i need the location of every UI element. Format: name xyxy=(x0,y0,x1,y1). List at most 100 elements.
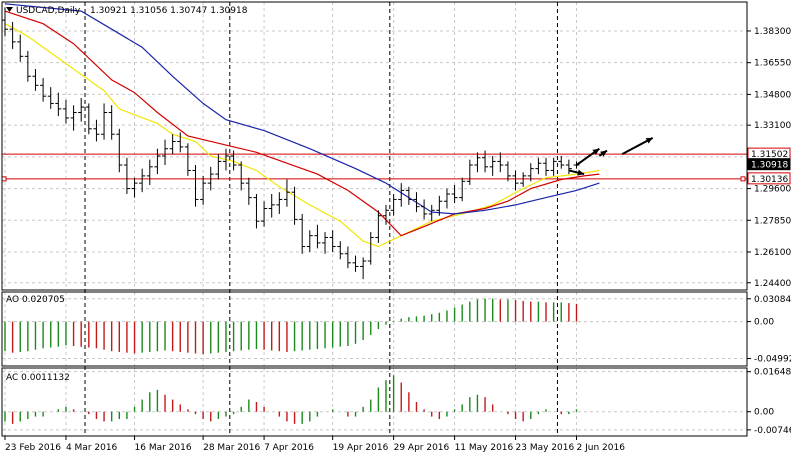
price-bars xyxy=(2,7,580,280)
pane-frame xyxy=(1,1,748,291)
ohlc-bar xyxy=(85,103,92,135)
triangle-down-icon[interactable] xyxy=(6,7,13,12)
arrow-head xyxy=(592,148,600,155)
ohlc-bar xyxy=(375,210,382,243)
axes: 23 Feb 2016 4 Mar 2016 16 Mar 2016 28 Mar 2… xyxy=(4,27,791,453)
ohlc-bar xyxy=(337,241,344,260)
ohlc-bar xyxy=(306,230,313,252)
ohlc-bar xyxy=(123,157,130,194)
arrow-head xyxy=(577,169,585,176)
ohlc-bar xyxy=(459,177,466,202)
y-tick-label: 1.26100 xyxy=(754,248,791,258)
ohlc-bar xyxy=(352,255,359,272)
level-anchor xyxy=(1,176,7,182)
ohlc-bar xyxy=(245,177,252,205)
grid xyxy=(2,2,747,436)
ohlc-bar xyxy=(504,161,511,182)
symbol-label: USDCAD,Daily xyxy=(16,6,81,16)
ohlc-bar xyxy=(283,179,290,207)
ao-histogram xyxy=(4,298,578,355)
drawn-arrows xyxy=(568,136,654,176)
x-tick-label: 11 May 2016 xyxy=(455,443,514,453)
ohlc-bar xyxy=(62,99,69,124)
ohlc-bar xyxy=(383,204,389,225)
ohlc-bar xyxy=(47,87,54,109)
y-tick-label: 1.38300 xyxy=(754,27,791,37)
x-tick-label: 4 Mar 2016 xyxy=(66,443,118,453)
x-tick-label: 23 Feb 2016 xyxy=(5,443,61,453)
y-tick-label: 1.33100 xyxy=(754,121,791,131)
ohlc-bar xyxy=(238,161,245,191)
y-tick-label: 0.016489 xyxy=(754,368,791,378)
x-tick-label: 16 Mar 2016 xyxy=(135,443,192,453)
ohlc-bar xyxy=(78,98,85,122)
forecast-arrow xyxy=(568,169,585,176)
ohlc-bar xyxy=(162,139,169,166)
ohlc-bar xyxy=(520,172,527,187)
ohlc-bar xyxy=(261,201,268,227)
month-markers xyxy=(84,2,558,436)
pane-frame xyxy=(1,367,748,437)
ohlc-bar xyxy=(474,152,481,173)
ohlc-bar xyxy=(398,183,405,207)
ohlc-bar xyxy=(299,213,306,254)
y-tick-label: 1.29600 xyxy=(754,185,791,195)
ohlc-bar xyxy=(497,152,504,173)
ohlc-bar xyxy=(32,69,39,91)
ohlc-bar xyxy=(184,143,191,176)
ao-label: AO 0.020705 xyxy=(6,295,65,305)
y-tick-label: 0.00 xyxy=(754,318,774,328)
ohlc-bar xyxy=(390,194,397,216)
ohlc-bar xyxy=(421,199,428,220)
level-anchor xyxy=(740,176,746,182)
ohlc-bar xyxy=(344,246,351,269)
ohlc-bar xyxy=(405,186,412,205)
ohlc-bar xyxy=(268,194,275,218)
ohlc-bar xyxy=(367,232,374,265)
ohlc-bar xyxy=(116,128,123,173)
ohlc-bar xyxy=(413,192,420,213)
x-tick-label: 7 Apr 2016 xyxy=(264,443,314,453)
ohlc-bar xyxy=(360,257,367,280)
ohlc-bar xyxy=(314,224,321,249)
ohlc-bar xyxy=(230,150,237,171)
y-tick-label: 1.36550 xyxy=(754,59,791,69)
ohlc-bar xyxy=(550,157,557,176)
ohlc-bar xyxy=(512,170,519,191)
y-tick-label: 1.27850 xyxy=(754,216,791,226)
price-tag-label: 1.30136 xyxy=(751,175,788,185)
ohlc-bar xyxy=(192,165,199,207)
ohlc-readout: 1.30921 1.31056 1.30747 1.30918 xyxy=(90,6,248,16)
arrow-head xyxy=(645,137,653,144)
ohlc-bar xyxy=(93,119,100,142)
x-tick-label: 29 Apr 2016 xyxy=(394,443,450,453)
price-tag-box xyxy=(747,158,791,171)
ohlc-bar xyxy=(466,159,473,185)
ohlc-bar xyxy=(329,230,336,252)
y-tick-label: -0.049922 xyxy=(754,355,791,365)
ohlc-bar xyxy=(40,78,47,102)
pane-frames xyxy=(1,1,748,437)
ac-label: AC 0.0011132 xyxy=(6,373,70,383)
forecast-arrow xyxy=(598,149,608,157)
price-tag-label: 1.30918 xyxy=(751,161,788,171)
horizontal-levels xyxy=(1,153,747,182)
ohlc-bar xyxy=(207,166,214,191)
arrow-head xyxy=(600,150,607,157)
ohlc-bar xyxy=(543,157,550,176)
y-tick-label: 1.24400 xyxy=(754,279,791,289)
ohlc-bar xyxy=(489,155,496,176)
ohlc-bar xyxy=(565,159,572,175)
ohlc-bar xyxy=(215,154,222,180)
ohlc-bar xyxy=(154,148,161,175)
ohlc-bar xyxy=(482,150,489,173)
moving-average-line xyxy=(4,23,600,248)
forecast-arrow xyxy=(575,147,600,166)
ohlc-bar xyxy=(276,192,283,214)
ohlc-bar xyxy=(222,148,229,171)
ohlc-bar xyxy=(291,186,298,225)
ohlc-bar xyxy=(443,188,450,209)
x-tick-label: 28 Mar 2016 xyxy=(203,443,260,453)
ohlc-bar xyxy=(169,134,176,155)
